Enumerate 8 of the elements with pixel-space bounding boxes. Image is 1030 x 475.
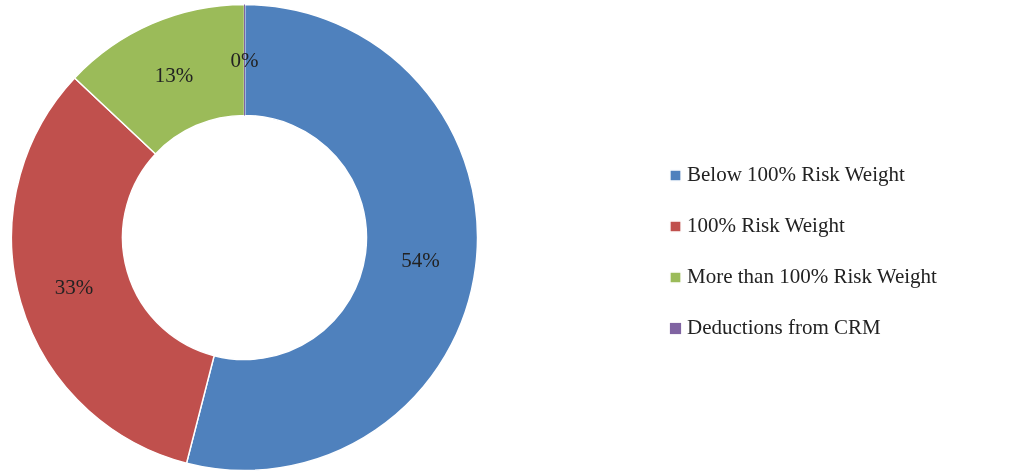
legend-label: 100% Risk Weight <box>687 213 845 238</box>
data-label: 13% <box>154 62 194 87</box>
text: 0% <box>230 48 259 72</box>
legend-label: Deductions from CRM <box>687 315 881 340</box>
data-label: 54% <box>401 247 440 272</box>
legend-label: Below 100% Risk Weight <box>687 162 905 187</box>
legend-label: More than 100% Risk Weight <box>687 264 937 289</box>
data-label: 33% <box>54 275 94 300</box>
